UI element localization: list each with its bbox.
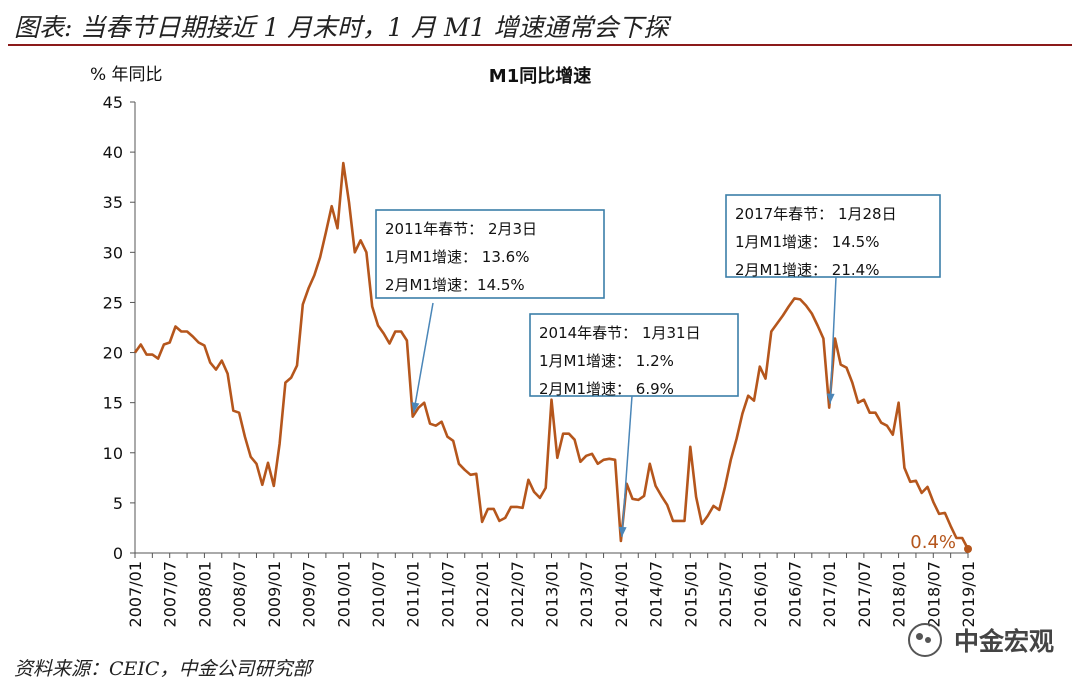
x-tick-label: 2008/07	[230, 561, 249, 627]
series-m1	[133, 161, 972, 553]
annotation-arrow	[621, 395, 633, 538]
x-tick-label: 2015/01	[681, 561, 700, 627]
x-tick-label: 2010/01	[334, 561, 353, 627]
x-tick-label: 2016/07	[785, 561, 804, 627]
chart-title: M1同比增速	[489, 65, 591, 87]
x-tick-label: 2016/01	[751, 561, 770, 627]
watermark: 中金宏观	[908, 622, 1054, 658]
annotation-arrowhead	[411, 402, 420, 413]
x-tick-label: 2012/07	[508, 561, 527, 627]
y-tick-label: 15	[103, 394, 123, 413]
y-axis: 0 5 10 15 20 25 30 35 40 45	[103, 93, 136, 563]
y-tick-label: 35	[103, 193, 123, 212]
x-tick-label: 2007/07	[161, 561, 180, 627]
annotation-line: 2014年春节： 1月31日	[539, 324, 701, 342]
annotation-box	[725, 194, 941, 278]
annotation-arrowhead	[618, 526, 627, 537]
x-tick-label: 2018/07	[924, 561, 943, 627]
annotation-line: 1月M1增速： 1.2%	[539, 352, 674, 370]
x-tick-label: 2009/01	[265, 561, 284, 627]
x-tick-label: 2008/01	[195, 561, 214, 627]
end-value-label: 0.4%	[910, 532, 956, 553]
annotation-line: 2011年春节： 2月3日	[385, 220, 537, 238]
annotation-callout: 2014年春节： 1月31日 1月M1增速： 1.2% 2月M1增速： 6.9%	[529, 313, 739, 538]
y-tick-label: 25	[103, 293, 123, 312]
wechat-icon	[908, 623, 942, 657]
annotation-callout: 2017年春节： 1月28日 1月M1增速： 14.5% 2月M1增速： 21.4%	[725, 194, 941, 404]
x-tick-label: 2012/01	[473, 561, 492, 627]
annotation-callout: 2011年春节： 2月3日 1月M1增速： 13.6% 2月M1增速：14.5%	[375, 209, 605, 413]
x-tick-label: 2011/07	[438, 561, 457, 627]
watermark-text: 中金宏观	[953, 627, 1054, 656]
y-tick-label: 20	[103, 344, 123, 363]
x-tick-label: 2010/07	[369, 561, 388, 627]
annotation-arrow	[412, 302, 434, 413]
x-tick-label: 2018/01	[890, 561, 909, 627]
y-tick-label: 40	[103, 143, 123, 162]
x-tick-label: 2015/07	[716, 561, 735, 627]
y-tick-label: 45	[103, 93, 123, 112]
series-line	[133, 161, 970, 550]
x-tick-label: 2014/01	[612, 561, 631, 627]
x-axis: 2007/01 2007/07 2008/01 2008/07 2009/01 2009/…	[126, 552, 978, 627]
y-tick-label: 5	[113, 494, 123, 513]
header: 图表: 当春节日期接近 1 月末时，1 月 M1 增速通常会下探	[8, 4, 1072, 46]
x-tick-label: 2017/07	[855, 561, 874, 627]
annotation-box	[375, 209, 605, 299]
annotation-line: 2月M1增速： 21.4%	[735, 261, 879, 279]
annotation-line: 2月M1增速： 6.9%	[539, 380, 674, 398]
annotation-box	[529, 313, 739, 397]
annotation-arrowhead	[826, 393, 835, 404]
x-tick-label: 2011/01	[404, 561, 423, 627]
end-point-marker	[964, 544, 972, 553]
annotation-arrow	[829, 276, 837, 404]
y-tick-label: 0	[113, 544, 123, 563]
header-title: 图表: 当春节日期接近 1 月末时，1 月 M1 增速通常会下探	[14, 13, 669, 42]
x-tick-label: 2017/01	[820, 561, 839, 627]
y-tick-label: 30	[103, 243, 123, 262]
annotation-line: 2017年春节： 1月28日	[735, 205, 897, 223]
x-tick-label: 2013/01	[543, 561, 562, 627]
y-axis-label: % 年同比	[90, 65, 163, 85]
x-tick-label: 2013/07	[577, 561, 596, 627]
y-tick-label: 10	[103, 444, 123, 463]
x-tick-label: 2014/07	[647, 561, 666, 627]
source-note: 资料来源：CEIC，中金公司研究部	[14, 658, 312, 680]
x-tick-label: 2009/07	[300, 561, 319, 627]
annotation-line: 1月M1增速： 14.5%	[735, 233, 879, 251]
header-rule	[8, 44, 1072, 46]
x-tick-label: 2019/01	[959, 561, 978, 627]
annotation-line: 1月M1增速： 13.6%	[385, 248, 529, 266]
annotation-line: 2月M1增速：14.5%	[385, 276, 525, 294]
x-tick-label: 2007/01	[126, 561, 145, 627]
